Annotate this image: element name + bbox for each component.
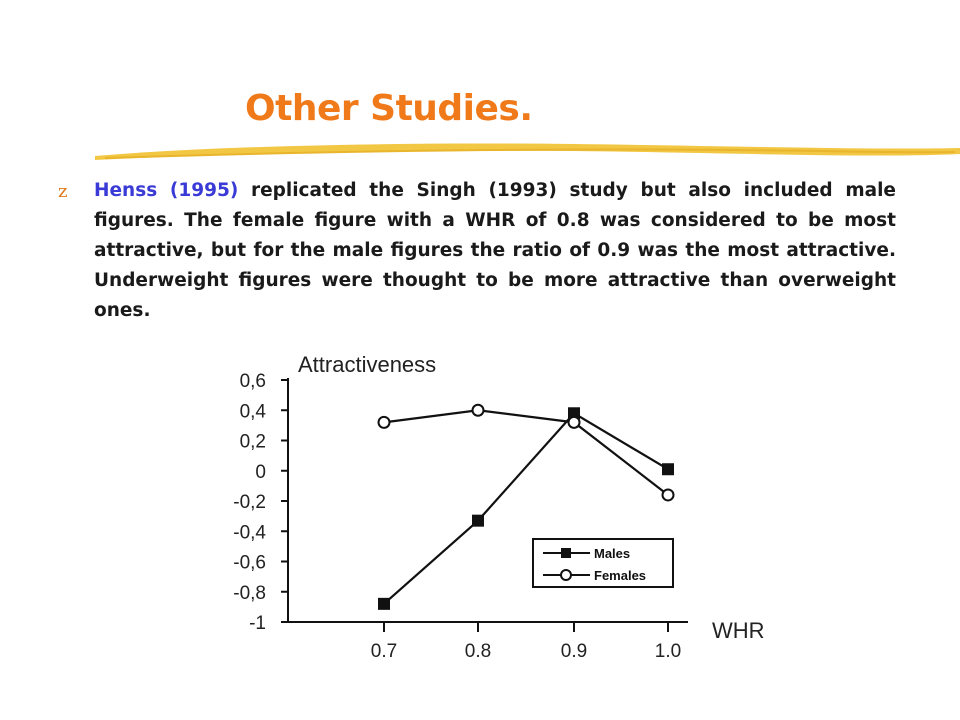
y-axis-label: Attractiveness [298,352,436,377]
paragraph-text: replicated the Singh (1993) study but al… [94,180,896,321]
y-tick-label: 0,6 [240,371,266,392]
legend-box [532,538,674,588]
data-point-males [568,407,580,420]
data-point-males [662,463,674,476]
legend-marker [560,569,572,581]
legend-label-females: Females [594,568,646,583]
y-tick-labels: 0,6 0,4 0,2 0 -0,2 -0,4 -0,6 -0,8 -1 [233,371,266,634]
x-axis-label: WHR [712,618,765,643]
y-tick-label: 0,2 [240,432,266,453]
series-line-males [383,411,669,605]
body-paragraph: Henss (1995) replicated the Singh (1993)… [94,176,896,326]
data-point-females [377,415,391,429]
y-tick-label: -1 [249,613,266,634]
y-tick-label: 0 [255,462,266,483]
x-tick-labels: 0.7 0.8 0.9 1.0 [371,641,681,662]
legend-marker [561,548,571,558]
citation-text: Henss (1995) [94,180,239,201]
x-tick-label: 0.9 [561,641,587,662]
data-point-females [567,415,581,429]
y-tick-label: -0,4 [233,522,266,543]
y-tick-label: -0,2 [233,492,266,513]
y-tick-label: 0,4 [240,401,267,422]
bullet-icon: z [58,181,68,202]
slide-title: Other Studies. [245,88,533,129]
data-point-males [378,597,390,610]
title-underline-decoration [95,143,960,160]
chart-axes [281,378,688,632]
x-tick-label: 0.7 [371,641,397,662]
series-line-females [383,409,669,496]
data-point-females [661,488,675,502]
data-point-females [471,403,485,417]
data-point-males [472,514,484,527]
y-tick-label: -0,6 [233,553,266,574]
x-tick-label: 1.0 [655,641,681,662]
y-tick-label: -0,8 [233,583,266,604]
chart-series [377,403,675,610]
legend-label-males: Males [594,546,630,561]
x-tick-label: 0.8 [465,641,491,662]
chart-legend: Males Females [532,538,674,588]
